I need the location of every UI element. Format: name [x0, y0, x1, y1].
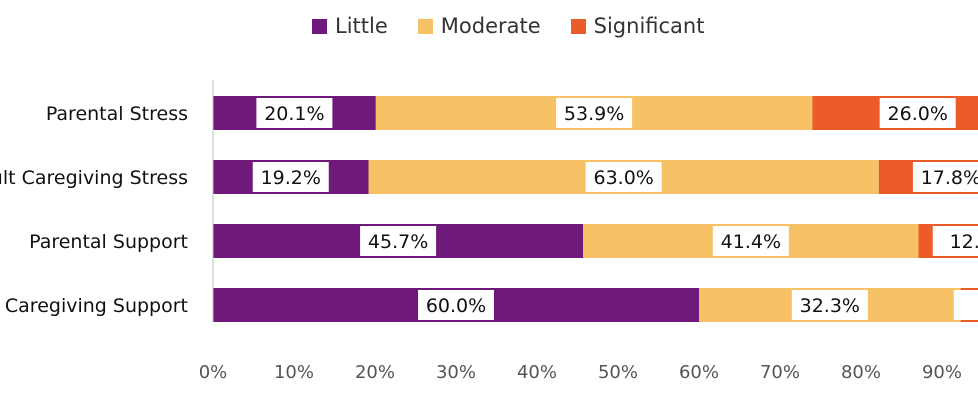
x-tick-label: 80%: [841, 362, 881, 383]
data-label: 19.2%: [261, 167, 321, 189]
data-label-box: [879, 98, 956, 128]
legend-label: Moderate: [440, 14, 541, 38]
legend-label: Significant: [593, 14, 705, 38]
category-label: Caregiving Support: [5, 295, 188, 317]
data-label-box: [712, 226, 789, 256]
legend-label: Little: [335, 14, 388, 38]
data-label-box: [932, 226, 978, 256]
data-label: 26.0%: [888, 103, 948, 125]
data-label: 53.9%: [564, 103, 624, 125]
x-tick-label: 70%: [760, 362, 800, 383]
data-label: 63.0%: [593, 167, 653, 189]
x-tick-label: 50%: [598, 362, 638, 383]
data-label-box: [912, 162, 978, 192]
legend-item-significant: Significant: [570, 14, 705, 38]
data-label-box: [256, 98, 333, 128]
x-tick-label: 20%: [355, 362, 395, 383]
x-tick-label: 40%: [517, 362, 557, 383]
category-label: Parental Support: [29, 231, 188, 253]
category-label: ult Caregiving Stress: [0, 167, 188, 189]
data-label-box: [791, 290, 868, 320]
legend: Little Moderate Significant: [312, 14, 704, 38]
data-label: 41.4%: [721, 231, 781, 253]
legend-swatch: [570, 18, 586, 34]
data-label-box: [953, 290, 978, 320]
x-tick-label: 30%: [436, 362, 476, 383]
data-label-box: [252, 162, 329, 192]
data-label-box: [360, 226, 437, 256]
data-label: 20.1%: [264, 103, 324, 125]
data-label-box: [585, 162, 662, 192]
legend-swatch: [417, 18, 433, 34]
legend-item-little: Little: [312, 14, 388, 38]
x-tick-label: 90%: [922, 362, 962, 383]
legend-item-moderate: Moderate: [417, 14, 541, 38]
category-label: Parental Stress: [46, 103, 188, 125]
data-label: 17.8%: [921, 167, 978, 189]
data-label-box: [418, 290, 494, 320]
data-label-box: [556, 98, 633, 128]
x-tick-label: 10%: [274, 362, 314, 383]
legend-swatch: [312, 18, 327, 34]
data-label: 45.7%: [368, 231, 428, 253]
x-tick-label: 60%: [679, 362, 719, 383]
data-label: 32.3%: [800, 295, 860, 317]
x-tick-label: 0%: [199, 362, 228, 383]
data-label: 12.9: [950, 231, 978, 253]
data-label: 60.0%: [426, 295, 486, 317]
